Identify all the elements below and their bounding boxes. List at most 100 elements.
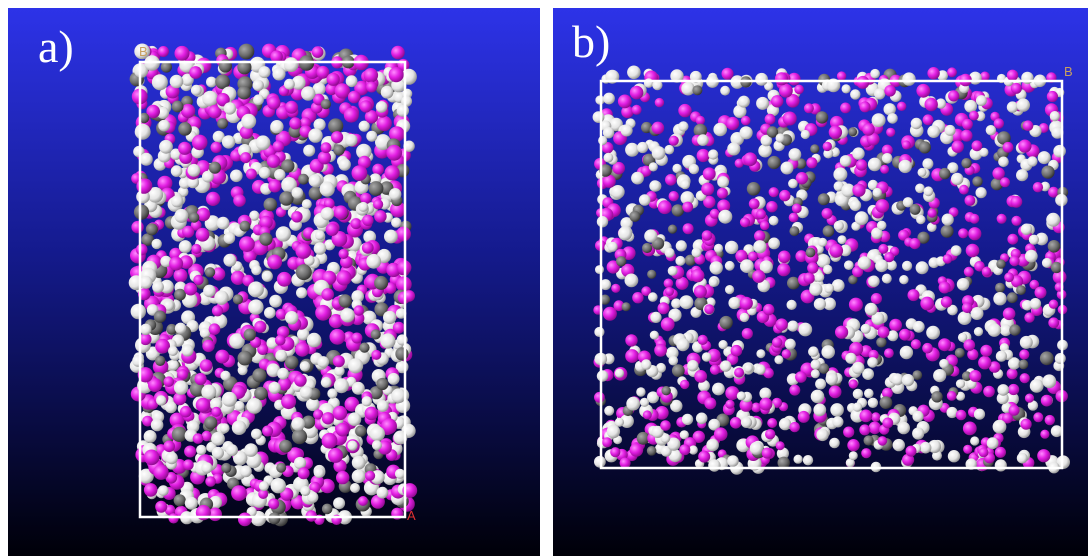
atom	[1055, 353, 1066, 364]
atom	[178, 122, 192, 136]
atom	[146, 223, 158, 235]
atom	[224, 232, 236, 244]
atom	[956, 379, 965, 388]
atom	[669, 356, 679, 366]
atom	[826, 373, 838, 385]
atom	[330, 329, 346, 345]
atom	[1040, 430, 1049, 439]
atom	[333, 497, 345, 509]
atom	[201, 462, 212, 473]
atom	[155, 356, 165, 366]
atom	[1021, 224, 1032, 235]
atom	[373, 199, 383, 209]
atom	[175, 323, 186, 334]
atom	[334, 366, 345, 377]
atom	[676, 240, 687, 251]
atom	[806, 157, 817, 168]
atom	[647, 446, 657, 456]
atom	[853, 389, 863, 399]
atom	[1033, 412, 1043, 422]
atom	[855, 211, 869, 225]
atom	[196, 445, 206, 455]
atom	[140, 276, 153, 289]
atom	[868, 276, 880, 288]
atom	[1048, 240, 1061, 253]
atom	[785, 339, 796, 350]
atom	[1027, 156, 1037, 166]
atom	[906, 446, 917, 457]
atom	[696, 413, 708, 425]
atom	[152, 239, 162, 249]
atom	[248, 299, 263, 314]
atom	[334, 378, 349, 393]
atom	[156, 395, 166, 405]
atom	[203, 285, 216, 298]
atom	[902, 261, 912, 271]
atom	[328, 448, 343, 463]
atom	[224, 102, 236, 114]
atom	[687, 360, 698, 371]
atom	[183, 459, 194, 470]
atom	[997, 384, 1009, 396]
atom	[352, 469, 366, 483]
atom	[709, 278, 718, 287]
atom	[217, 217, 230, 230]
atom	[961, 158, 971, 168]
atom	[779, 418, 791, 430]
atom	[1030, 379, 1044, 393]
atom	[315, 230, 325, 240]
atom	[397, 104, 409, 116]
atom	[594, 392, 605, 403]
atom	[303, 145, 315, 157]
atom	[928, 209, 937, 218]
atom	[868, 158, 882, 172]
atom	[658, 302, 670, 314]
atom	[891, 373, 903, 385]
atom	[302, 199, 312, 209]
atom	[915, 184, 925, 194]
atom	[630, 443, 644, 457]
atom	[815, 379, 826, 390]
atom	[1003, 308, 1016, 321]
atom	[1007, 70, 1018, 81]
atom	[660, 420, 671, 431]
atom	[823, 265, 832, 274]
atom	[366, 131, 377, 142]
atom	[348, 358, 363, 373]
atom	[365, 407, 379, 421]
atom	[317, 356, 329, 368]
atom	[259, 481, 269, 491]
atom	[352, 165, 368, 181]
atom	[352, 382, 365, 395]
atom	[976, 95, 987, 106]
atom	[777, 263, 790, 276]
atom	[1016, 285, 1026, 295]
atom	[220, 371, 230, 381]
atom	[887, 113, 898, 124]
atom	[625, 349, 639, 363]
atom	[776, 441, 785, 450]
atom	[776, 318, 788, 330]
atom	[766, 201, 777, 212]
atom	[818, 238, 827, 247]
atom	[811, 390, 825, 404]
atom	[241, 114, 256, 129]
atom	[598, 136, 607, 145]
atom	[333, 145, 344, 156]
atom	[1038, 151, 1051, 164]
atom	[941, 225, 954, 238]
atom	[169, 257, 183, 271]
atom	[264, 307, 276, 319]
atom	[961, 130, 973, 142]
atom	[1041, 166, 1054, 179]
atom	[222, 135, 235, 148]
atom	[694, 370, 707, 383]
atom	[259, 233, 272, 246]
atom	[861, 324, 871, 334]
atom	[336, 270, 351, 285]
atom	[322, 433, 338, 449]
atom	[254, 321, 266, 333]
atom	[1017, 453, 1028, 464]
atom	[205, 267, 215, 277]
atom	[823, 142, 832, 151]
